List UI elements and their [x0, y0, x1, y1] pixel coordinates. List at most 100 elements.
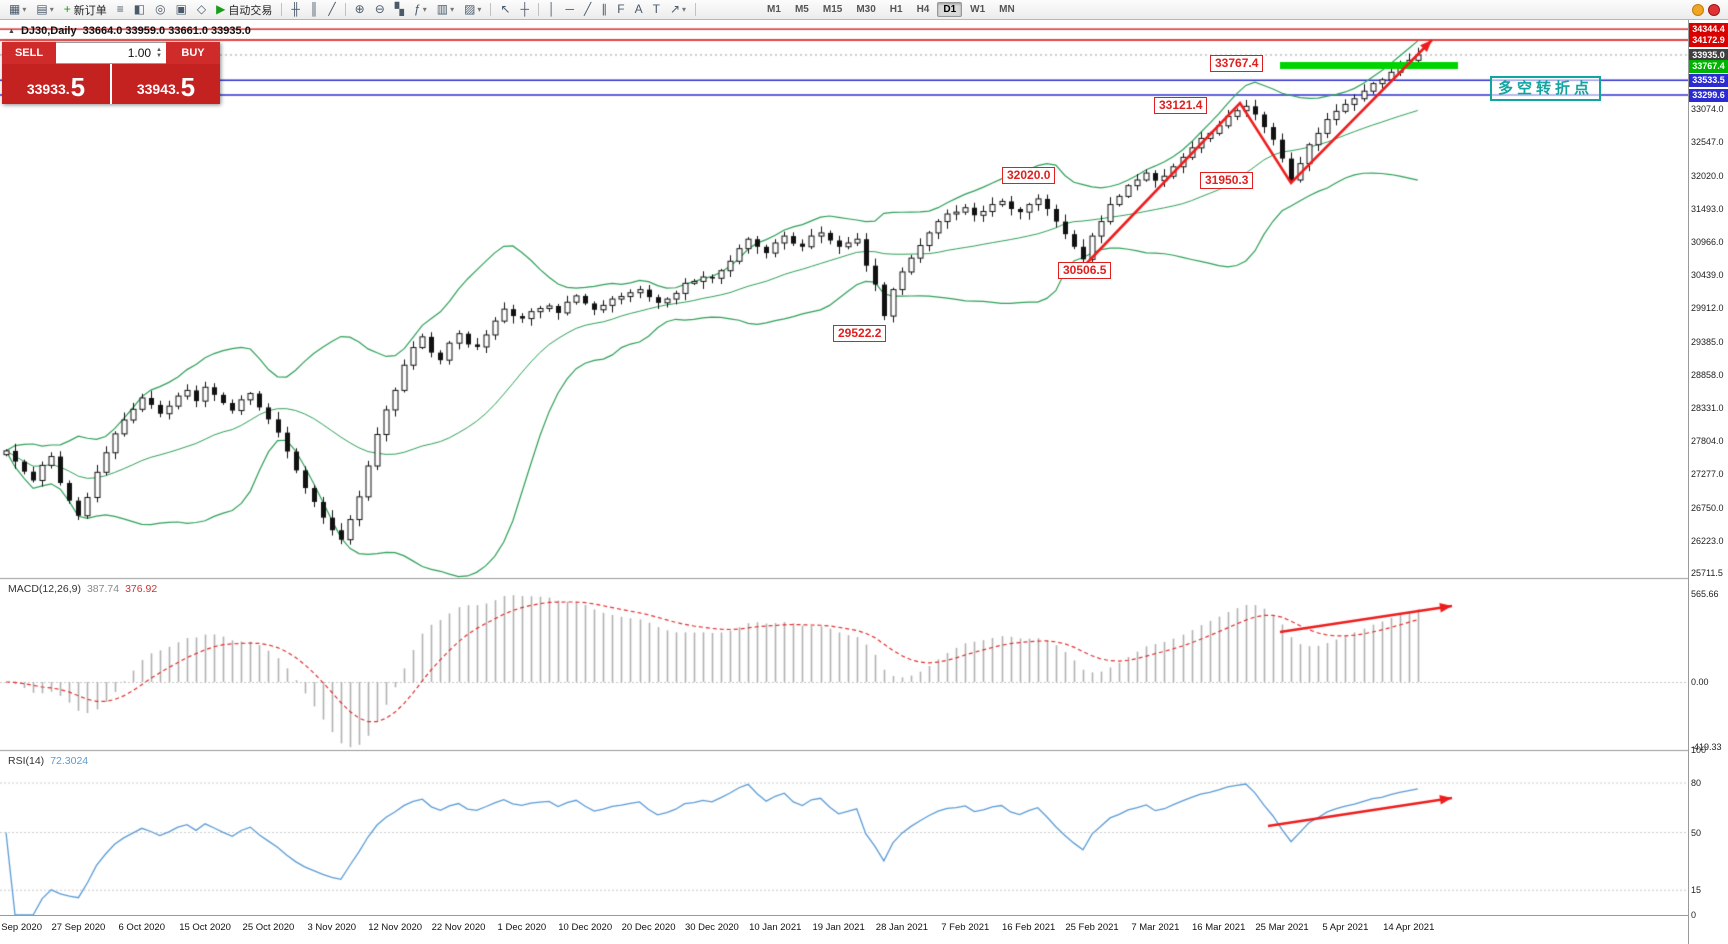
date-axis-label: 22 Nov 2020: [431, 922, 486, 933]
data-window-button[interactable]: ◧: [129, 1, 150, 18]
chevron-down-icon[interactable]: ▾: [22, 5, 27, 14]
macd-signal-value: 376.92: [125, 583, 158, 595]
price-axis-tick: 27277.0: [1691, 469, 1724, 480]
toolbar-separator: [695, 3, 697, 16]
main-toolbar: ▦ ▾ ▤ ▾ + 新订单 ≡ ◧ ◎ ▣ ◇ ▶ 自动交易 ╫ ║ ╱ ⊕ ⊖ ▚ ƒ ▾ ▥ ▾ ▨ ▾ ↖ ┼ │ ─ ╱ ∥ F A T ↗…: [0, 0, 1728, 20]
tile-windows-button[interactable]: ▚: [390, 1, 409, 18]
timeframe-h4-button[interactable]: H4: [916, 4, 930, 15]
line-chart-button[interactable]: ╱: [323, 1, 340, 18]
timeframe-toolbar: M1 M5 M15 M30 H1 H4 D1 W1 MN: [760, 2, 1022, 17]
timeframe-h1-button[interactable]: H1: [889, 4, 903, 15]
macd-axis-tick: 0.00: [1691, 677, 1709, 687]
terminal-icon: ▣: [175, 2, 187, 16]
macd-axis-tick: -419.33: [1691, 742, 1722, 753]
price-axis-tick: 30439.0: [1691, 270, 1724, 281]
navigator-button[interactable]: ◎: [150, 1, 170, 18]
timeframe-m5-button[interactable]: M5: [794, 4, 809, 15]
right-price-axis[interactable]: 33074.0 32547.0 32020.0 31493.0 30966.0 30439…: [1688, 20, 1728, 944]
horizontal-line-button[interactable]: ─: [561, 1, 580, 18]
text-button[interactable]: A: [630, 1, 648, 18]
zoom-in-button[interactable]: ⊕: [350, 1, 370, 18]
market-watch-button[interactable]: ≡: [112, 1, 129, 18]
price-level-badge: 33533.5: [1689, 74, 1728, 88]
timeframe-m1-button[interactable]: M1: [767, 4, 781, 15]
chevron-down-icon[interactable]: ▾: [422, 5, 427, 14]
bar-chart-button[interactable]: ╫: [286, 1, 305, 18]
price-annotation[interactable]: 29522.2: [833, 325, 887, 342]
timeframe-m15-button[interactable]: M15: [822, 4, 843, 15]
periods-button[interactable]: ▥ ▾: [432, 1, 459, 18]
text-label-button[interactable]: T: [648, 1, 665, 18]
rsi-indicator-label: RSI(14) 72.3024: [8, 755, 88, 767]
auto-trading-button[interactable]: ▶ 自动交易: [211, 1, 277, 18]
candlestick-chart-button[interactable]: ║: [305, 1, 324, 18]
date-axis-label: 16 Feb 2021: [1001, 922, 1056, 933]
price-level-badge: 34172.9: [1689, 33, 1728, 47]
arrows-button[interactable]: ↗ ▾: [665, 1, 691, 18]
chevron-down-icon[interactable]: ▾: [450, 5, 455, 14]
turning-point-note[interactable]: 多空转折点: [1490, 76, 1602, 101]
toolbar-separator: [344, 3, 346, 16]
volume-spinner[interactable]: ▲ ▼: [156, 47, 162, 59]
spinner-up-icon[interactable]: ▲: [156, 47, 162, 53]
price-level-badge: 33767.4: [1689, 59, 1728, 73]
trendline-button[interactable]: ╱: [579, 1, 596, 18]
timeframe-w1-button[interactable]: W1: [970, 4, 986, 15]
rsi-axis-tick: 0: [1691, 910, 1697, 920]
toolbar-separator: [538, 3, 540, 16]
sell-price-main: 33933.: [26, 81, 70, 97]
date-axis-label: 1 Dec 2020: [497, 922, 547, 933]
vertical-line-button[interactable]: │: [543, 1, 561, 18]
chevron-down-icon[interactable]: ▾: [477, 5, 482, 14]
indicators-button[interactable]: ƒ ▾: [409, 1, 432, 18]
chart-profiles-button[interactable]: ▤ ▾: [31, 1, 58, 18]
toolbar-separator: [281, 3, 283, 16]
price-level-badge: 33935.0: [1689, 48, 1728, 62]
crosshair-button[interactable]: ┼: [516, 1, 535, 18]
price-annotation[interactable]: 31950.3: [1200, 172, 1254, 189]
price-chart-canvas[interactable]: [0, 0, 1688, 944]
price-annotation[interactable]: 33767.4: [1210, 55, 1264, 72]
templates-button[interactable]: ▨ ▾: [459, 1, 486, 18]
price-axis-tick: 25711.5: [1691, 568, 1723, 578]
text-icon: A: [634, 2, 643, 16]
timeframe-m30-button[interactable]: M30: [856, 4, 876, 15]
profiles-icon: ▤: [36, 2, 48, 16]
rsi-axis-tick: 80: [1691, 778, 1702, 788]
zoom-out-button[interactable]: ⊖: [370, 1, 390, 18]
volume-control[interactable]: 1.00 ▲ ▼: [56, 42, 166, 64]
vertical-line-icon: │: [548, 2, 556, 16]
new-order-button-label: 新订单: [73, 4, 107, 17]
macd-main-value: 387.74: [86, 583, 120, 595]
chevron-down-icon[interactable]: ▾: [49, 5, 54, 14]
sell-price[interactable]: 33933. 5: [2, 64, 110, 104]
price-annotation[interactable]: 33121.4: [1154, 97, 1208, 114]
cursor-button[interactable]: ↖: [495, 1, 515, 18]
price-annotation[interactable]: 30506.5: [1058, 262, 1112, 279]
buy-price[interactable]: 33943. 5: [110, 64, 220, 104]
channel-button[interactable]: ∥: [596, 1, 612, 18]
fibonacci-button[interactable]: F: [612, 1, 629, 18]
new-chart-button[interactable]: ▦ ▾: [4, 1, 31, 18]
new-order-button[interactable]: + 新订单: [59, 1, 112, 18]
rsi-name: RSI(14): [8, 755, 45, 767]
date-axis-label: 6 Oct 2020: [118, 922, 165, 933]
terminal-button[interactable]: ▣: [171, 1, 192, 18]
chevron-down-icon[interactable]: ▾: [682, 5, 687, 14]
timeframe-mn-button[interactable]: MN: [999, 4, 1015, 15]
strategy-tester-button[interactable]: ◇: [192, 1, 211, 18]
sell-button[interactable]: SELL: [2, 42, 56, 64]
alert-icon[interactable]: [1692, 3, 1704, 16]
data-window-icon: ◧: [133, 2, 146, 16]
timeframe-d1-button[interactable]: D1: [937, 2, 963, 17]
date-axis-label: 14 Apr 2021: [1383, 922, 1435, 933]
spinner-down-icon[interactable]: ▼: [156, 53, 162, 59]
record-icon[interactable]: [1708, 3, 1720, 16]
buy-price-main: 33943.: [136, 81, 180, 97]
rsi-value: 72.3024: [50, 755, 89, 767]
time-axis[interactable]: 17 Sep 2020 27 Sep 2020 6 Oct 2020 15 Oct 2…: [0, 915, 1688, 944]
volume-value[interactable]: 1.00: [127, 46, 152, 60]
price-annotation[interactable]: 32020.0: [1002, 167, 1056, 184]
auto-trading-button-label: 自动交易: [228, 4, 273, 17]
buy-button[interactable]: BUY: [166, 42, 220, 64]
